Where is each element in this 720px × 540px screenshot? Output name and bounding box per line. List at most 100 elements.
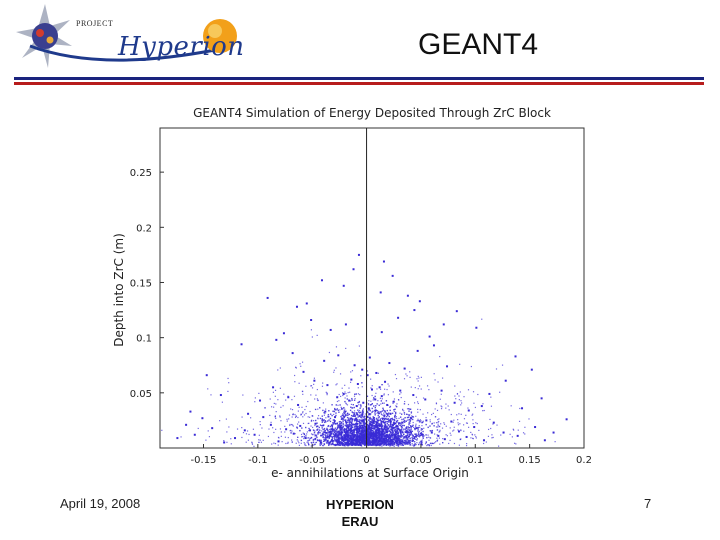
dense-point xyxy=(395,425,397,428)
dense-point xyxy=(408,427,410,429)
dense-point xyxy=(404,416,406,419)
dense-point xyxy=(379,438,382,440)
dense-point xyxy=(356,438,358,440)
dense-point xyxy=(280,431,282,433)
dense-point xyxy=(366,435,368,437)
dense-point xyxy=(381,445,383,447)
dense-point xyxy=(379,429,381,432)
dense-point xyxy=(409,442,411,445)
dense-point xyxy=(280,435,282,437)
dense-point xyxy=(321,419,323,422)
dense-point xyxy=(363,420,365,422)
dense-point xyxy=(300,433,303,436)
dense-point xyxy=(368,441,370,443)
scatter-point xyxy=(543,439,546,442)
dense-point xyxy=(416,439,418,441)
dense-point xyxy=(390,424,392,426)
dense-point xyxy=(381,417,383,419)
dense-point xyxy=(343,416,345,419)
scatter-point xyxy=(384,380,387,383)
scatter-point xyxy=(406,294,409,297)
dense-point xyxy=(388,438,390,440)
dense-point xyxy=(369,419,371,421)
dense-point xyxy=(383,428,386,430)
dense-point xyxy=(429,430,431,432)
dense-point xyxy=(382,421,385,423)
dense-point xyxy=(372,437,374,439)
dense-point xyxy=(385,418,387,420)
dense-point xyxy=(360,375,362,377)
dense-point xyxy=(439,429,441,431)
dense-point xyxy=(396,430,398,432)
dense-point xyxy=(351,434,353,436)
dense-point xyxy=(360,422,363,424)
dense-point xyxy=(273,431,275,434)
dense-point xyxy=(399,435,401,437)
scatter-point xyxy=(514,355,517,358)
scatter-point xyxy=(189,410,192,413)
dense-point xyxy=(371,444,373,446)
dense-point xyxy=(378,433,381,435)
dense-point xyxy=(338,443,340,446)
dense-point xyxy=(359,434,361,436)
dense-point xyxy=(343,434,345,437)
dense-point xyxy=(376,419,378,421)
dense-point xyxy=(287,436,289,439)
dense-point xyxy=(418,424,420,427)
dense-point xyxy=(326,392,328,395)
dense-point xyxy=(405,373,407,375)
dense-point xyxy=(429,421,431,423)
dense-point xyxy=(322,434,325,436)
dense-point xyxy=(381,398,383,400)
dense-point xyxy=(362,443,365,445)
dense-point xyxy=(366,416,369,418)
dense-point xyxy=(416,442,418,444)
dense-point xyxy=(465,414,467,416)
dense-point xyxy=(363,424,366,426)
dense-point xyxy=(388,436,391,438)
dense-point xyxy=(372,397,375,399)
dense-point xyxy=(349,409,352,412)
dense-point xyxy=(258,392,260,394)
dense-point xyxy=(357,430,359,432)
dense-point xyxy=(313,430,315,432)
dense-point xyxy=(394,429,396,431)
dense-point xyxy=(377,428,380,430)
x-tick-label: 0 xyxy=(363,455,369,466)
dense-point xyxy=(333,421,336,423)
dense-point xyxy=(439,430,441,433)
dense-point xyxy=(348,421,351,423)
dense-point xyxy=(376,438,379,440)
dense-point xyxy=(350,421,352,423)
dense-point xyxy=(351,429,353,432)
dense-point xyxy=(359,394,361,396)
dense-point xyxy=(394,423,396,425)
dense-point xyxy=(400,392,402,394)
dense-point xyxy=(354,440,357,443)
logo-graphic xyxy=(16,4,237,68)
dense-point xyxy=(389,434,391,437)
dense-point xyxy=(338,444,340,446)
dense-point xyxy=(397,445,399,447)
dense-point xyxy=(448,409,450,411)
dense-point xyxy=(345,413,347,416)
dense-point xyxy=(360,419,362,421)
dense-point xyxy=(347,391,349,394)
dense-point xyxy=(396,438,398,441)
dense-point xyxy=(399,441,402,444)
dense-point xyxy=(345,425,348,428)
dense-point xyxy=(356,423,358,426)
dense-point xyxy=(330,438,333,441)
dense-point xyxy=(344,432,347,435)
dense-point xyxy=(389,445,391,447)
dense-point xyxy=(335,414,337,417)
dense-point xyxy=(420,441,422,444)
dense-point xyxy=(284,431,286,433)
scatter-point xyxy=(480,405,483,408)
logo-name-text: Hyperion xyxy=(118,32,245,62)
dense-point xyxy=(435,402,438,404)
dense-point xyxy=(394,417,396,419)
dense-point xyxy=(355,393,357,395)
dense-point xyxy=(356,420,358,423)
dense-point xyxy=(377,417,379,419)
